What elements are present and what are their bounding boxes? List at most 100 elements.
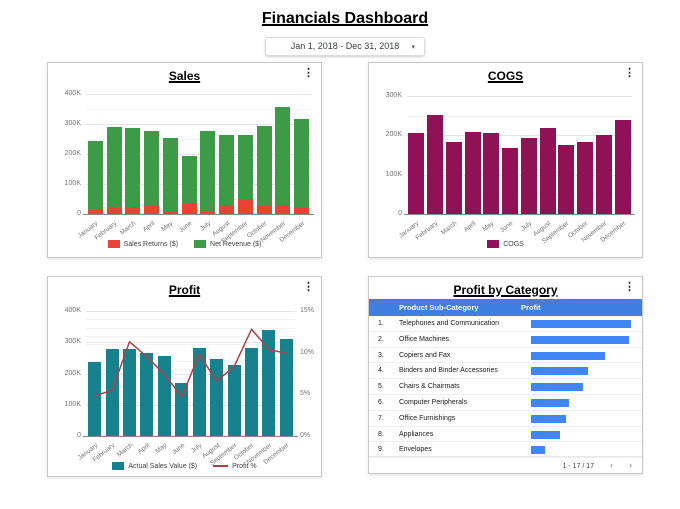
bar-june[interactable]	[181, 204, 197, 214]
bar-october[interactable]	[256, 206, 272, 214]
bar-december[interactable]	[294, 208, 310, 214]
gridline	[407, 194, 632, 196]
bar-november[interactable]	[595, 134, 612, 214]
next-page-icon[interactable]: ›	[629, 460, 632, 470]
cogs-chart-title: COGS	[487, 69, 524, 83]
right-y-axis-tick-label: 10%	[300, 348, 315, 356]
bar-october[interactable]	[244, 348, 258, 436]
more-options-icon[interactable]: ⋮	[624, 281, 635, 293]
gridline	[86, 419, 295, 421]
row-profit-bar[interactable]	[531, 383, 583, 392]
sales-chart-title: Sales	[168, 69, 201, 83]
bar-july[interactable]	[192, 348, 206, 436]
bar-march[interactable]	[445, 142, 462, 214]
cogs-legend: COGS	[369, 240, 642, 248]
gridline	[86, 199, 311, 200]
row-category-name: Office Machines	[399, 335, 450, 343]
bar-january[interactable]	[408, 133, 425, 214]
row-profit-bar[interactable]	[531, 446, 545, 455]
row-rank: 9.	[378, 446, 384, 454]
bar-june[interactable]	[175, 382, 189, 436]
bar-november[interactable]	[275, 106, 291, 206]
gridline	[86, 169, 311, 170]
bar-february[interactable]	[105, 348, 119, 436]
bar-april[interactable]	[144, 206, 160, 214]
row-profit-bar[interactable]	[531, 414, 566, 423]
bar-october[interactable]	[577, 141, 594, 214]
more-options-icon[interactable]: ⋮	[303, 67, 314, 79]
right-y-axis-tick-label: 15%	[300, 307, 315, 314]
bar-january[interactable]	[87, 140, 103, 210]
bar-july[interactable]	[520, 138, 537, 214]
y-axis-tick-label: 400K	[64, 90, 81, 97]
bar-august[interactable]	[539, 127, 556, 214]
row-profit-bar[interactable]	[531, 430, 560, 439]
bar-april[interactable]	[140, 352, 154, 436]
bar-september[interactable]	[227, 364, 241, 436]
bar-december[interactable]	[279, 339, 293, 436]
bar-march[interactable]	[125, 207, 141, 214]
row-profit-bar[interactable]	[531, 398, 569, 407]
bar-april[interactable]	[464, 132, 481, 214]
bar-may[interactable]	[162, 137, 178, 212]
gridline	[86, 94, 311, 95]
row-rank: 2.	[378, 335, 384, 343]
bar-september[interactable]	[237, 134, 253, 199]
bar-may[interactable]	[483, 133, 500, 214]
legend-label: COGS	[503, 240, 524, 248]
legend-item: Actual Sales Value ($)	[112, 462, 197, 470]
bar-august[interactable]	[219, 134, 235, 206]
bar-august[interactable]	[210, 358, 224, 436]
y-axis-tick-label: 0	[398, 210, 402, 217]
y-axis-tick-label: 0	[77, 432, 81, 439]
prev-page-icon[interactable]: ‹	[610, 460, 614, 470]
bar-june[interactable]	[181, 156, 197, 205]
row-rank: 6.	[378, 398, 384, 406]
bar-april[interactable]	[144, 130, 160, 207]
bar-july[interactable]	[200, 211, 216, 214]
bar-november[interactable]	[262, 329, 276, 436]
bar-march[interactable]	[123, 349, 137, 436]
row-profit-bar[interactable]	[531, 320, 631, 328]
y-axis-tick-label: 100K	[385, 170, 402, 178]
y-axis-tick-label: 200K	[64, 150, 81, 157]
bar-june[interactable]	[502, 148, 519, 214]
date-range-filter[interactable]: Jan 1, 2018 - Dec 31, 2018 ▾	[265, 37, 425, 56]
bar-september[interactable]	[237, 199, 253, 214]
bar-november[interactable]	[275, 205, 291, 214]
table-row: 2. Office Machines	[369, 332, 642, 348]
bar-may[interactable]	[162, 211, 178, 214]
more-options-icon[interactable]: ⋮	[303, 281, 314, 293]
row-profit-bar[interactable]	[531, 335, 629, 344]
bar-january[interactable]	[88, 361, 102, 436]
row-profit-bar[interactable]	[531, 351, 605, 360]
bar-august[interactable]	[219, 205, 235, 214]
y-axis-tick-label: 400K	[64, 307, 81, 314]
row-category-name: Envelopes	[399, 446, 432, 454]
row-profit-bar[interactable]	[531, 367, 588, 376]
bar-may[interactable]	[157, 356, 171, 436]
bar-october[interactable]	[256, 125, 272, 207]
y-axis-tick-label: 200K	[64, 369, 81, 377]
bar-march[interactable]	[125, 128, 141, 208]
table-row: 5. Chairs & Chairmats	[369, 379, 642, 395]
more-options-icon[interactable]: ⋮	[624, 67, 635, 79]
table-row: 8. Appliances	[369, 427, 642, 443]
bar-february[interactable]	[427, 114, 444, 214]
cogs-chart-card: COGS ⋮ COGS 0 100K 200K 300K January February…	[368, 62, 643, 258]
table-pagination: 1 - 17 / 17 ‹ ›	[369, 456, 642, 473]
bar-december[interactable]	[614, 120, 631, 214]
bar-december[interactable]	[294, 119, 310, 209]
row-rank: 8.	[378, 430, 384, 438]
bar-february[interactable]	[106, 206, 122, 214]
bar-february[interactable]	[106, 127, 122, 207]
gridline	[86, 411, 295, 412]
gridline	[86, 427, 295, 429]
gridline	[86, 404, 295, 406]
bar-september[interactable]	[558, 144, 575, 214]
profit-chart-title: Profit	[168, 283, 201, 297]
row-category-name: Chairs & Chairmats	[399, 383, 460, 391]
bar-july[interactable]	[200, 130, 216, 212]
table-row: 3. Copiers and Fax	[369, 348, 642, 364]
bar-january[interactable]	[87, 209, 103, 214]
